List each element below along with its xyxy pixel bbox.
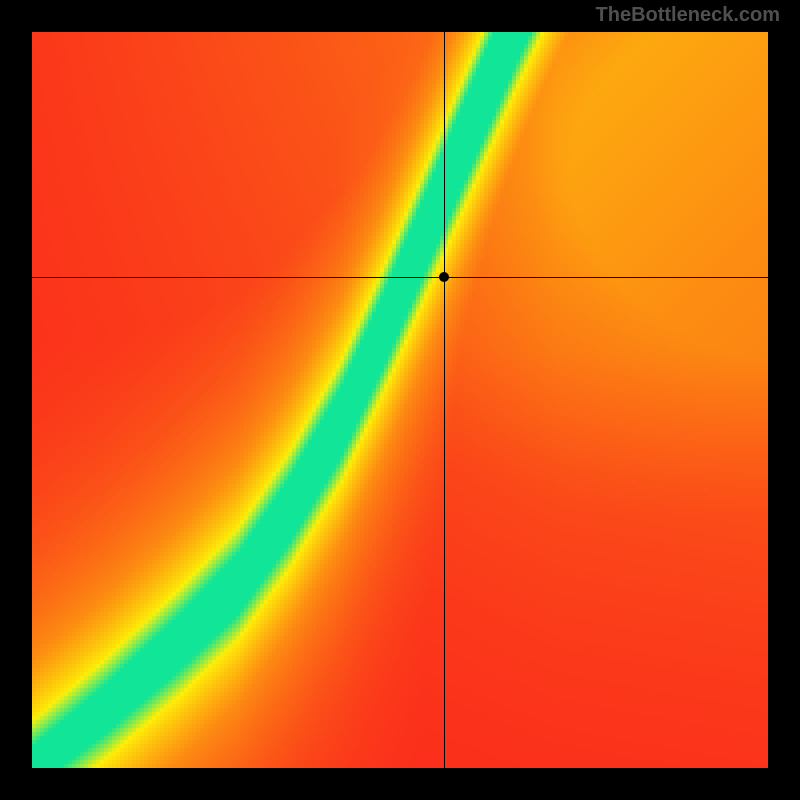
heatmap-plot	[32, 32, 768, 768]
heatmap-canvas	[32, 32, 768, 768]
watermark-text: TheBottleneck.com	[596, 4, 780, 27]
crosshair-vertical	[444, 32, 445, 768]
crosshair-marker	[439, 272, 449, 282]
crosshair-horizontal	[32, 277, 768, 278]
